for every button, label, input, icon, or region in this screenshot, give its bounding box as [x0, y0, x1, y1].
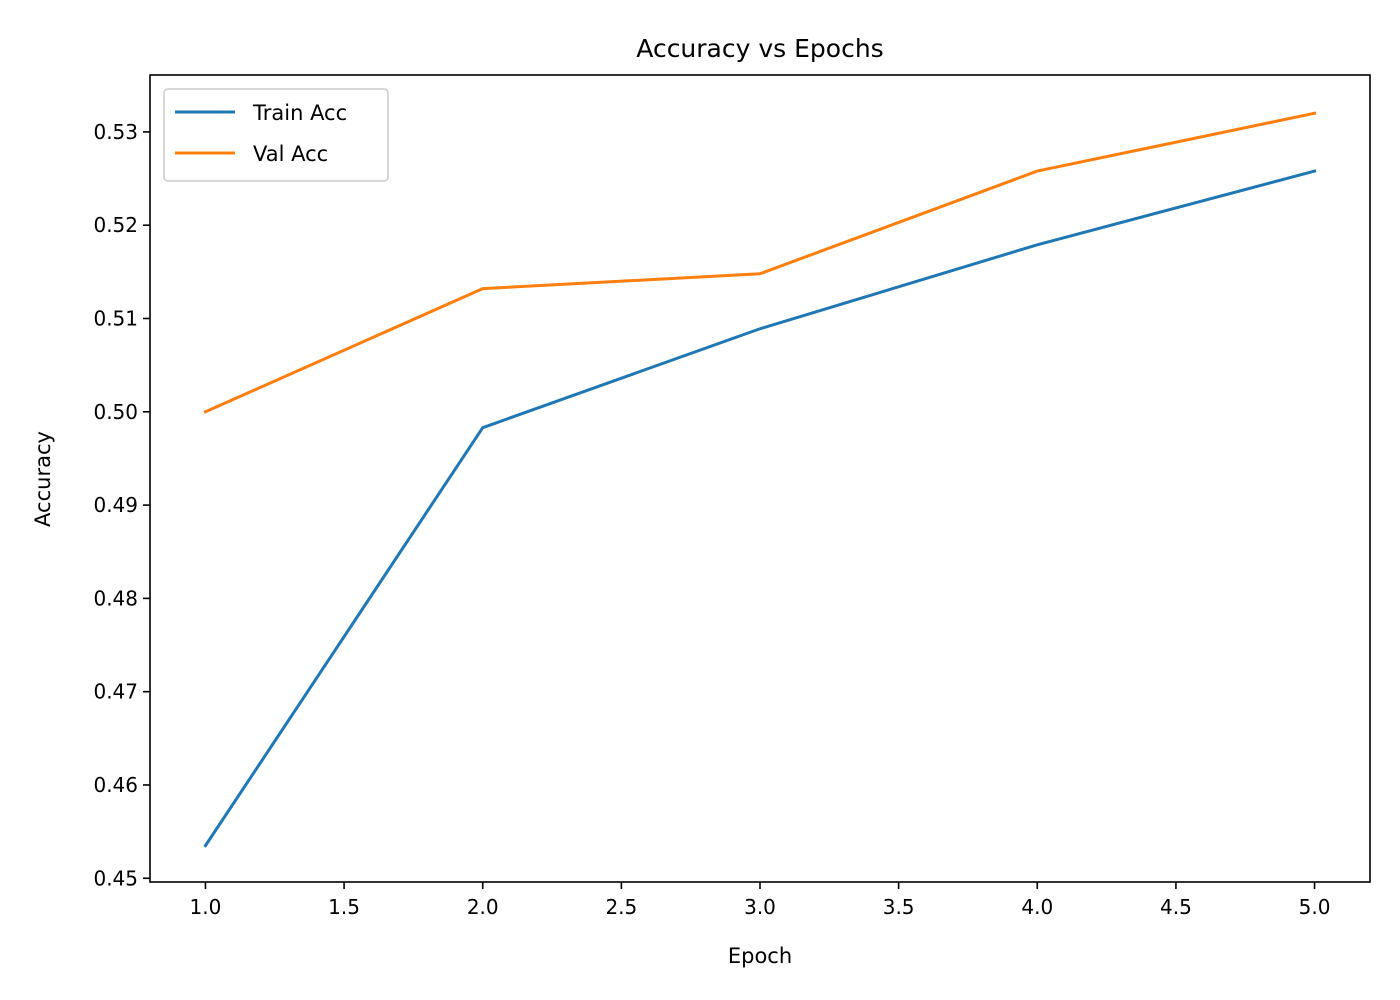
y-tick-label: 0.45	[93, 866, 138, 890]
y-tick-label: 0.51	[93, 306, 138, 330]
x-tick-label: 3.0	[744, 895, 776, 919]
legend-items: Train Acc Val Acc	[175, 101, 347, 166]
series-line-val-acc	[203, 111, 1317, 414]
y-axis: 0.45 0.46 0.47 0.48 0.49 0.50 0.51 0.52 0.53	[93, 120, 150, 890]
x-tick-label: 4.5	[1160, 895, 1192, 919]
y-tick-label: 0.48	[93, 586, 138, 610]
x-axis-label: Epoch	[728, 944, 792, 968]
legend: Train Acc Val Acc	[163, 88, 389, 182]
series-line-train-acc	[203, 169, 1317, 848]
x-tick-label: 1.0	[190, 895, 222, 919]
x-tick-label: 2.5	[605, 895, 637, 919]
legend-label-val-acc: Val Acc	[253, 142, 328, 166]
y-tick-label: 0.47	[93, 680, 138, 704]
legend-label-train-acc: Train Acc	[252, 101, 347, 125]
x-tick-label: 5.0	[1299, 895, 1331, 919]
y-tick-label: 0.46	[93, 773, 138, 797]
x-axis: 1.0 1.5 2.0 2.5 3.0 3.5 4.0 4.5 5.0	[190, 882, 1331, 919]
x-tick-label: 2.0	[467, 895, 499, 919]
x-tick-label: 4.0	[1021, 895, 1053, 919]
y-axis-label: Accuracy	[31, 431, 55, 527]
series-group	[203, 111, 1317, 848]
x-tick-label: 1.5	[328, 895, 360, 919]
y-tick-label: 0.50	[93, 400, 138, 424]
y-tick-label: 0.52	[93, 213, 138, 237]
x-tick-label: 3.5	[883, 895, 915, 919]
y-tick-label: 0.53	[93, 120, 138, 144]
chart-title: Accuracy vs Epochs	[636, 34, 883, 63]
y-tick-label: 0.49	[93, 493, 138, 517]
